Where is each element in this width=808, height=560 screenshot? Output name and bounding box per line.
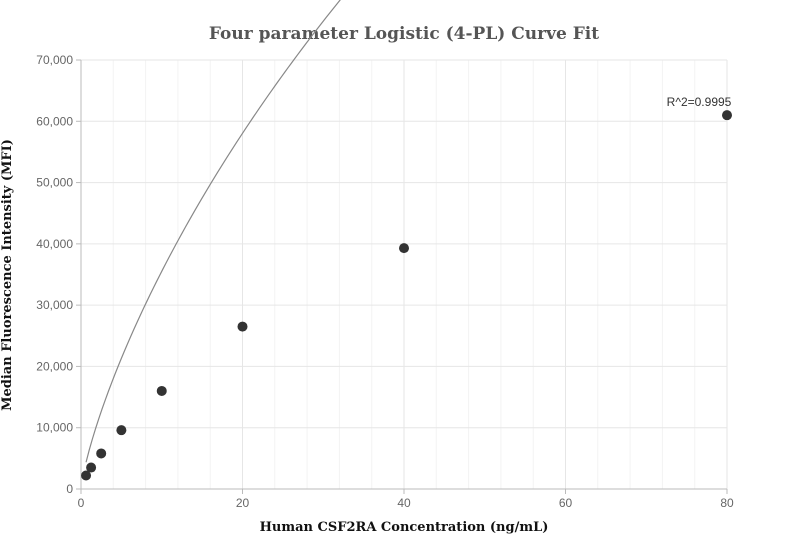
- x-tick-label: 40: [397, 496, 411, 510]
- y-tick-label: 20,000: [36, 359, 73, 373]
- data-point: [116, 425, 127, 436]
- data-point: [722, 110, 732, 121]
- x-tick-label: 60: [559, 496, 573, 510]
- y-axis-title: Median Fluorescence Intensity (MFI): [0, 139, 15, 411]
- y-tick-label: 10,000: [36, 421, 73, 435]
- y-tick-label: 60,000: [36, 114, 73, 128]
- data-point: [399, 243, 409, 254]
- data-point: [86, 462, 97, 473]
- fit-curve: [85, 0, 341, 463]
- r-squared-annotation: R^2=0.9995: [667, 95, 732, 109]
- y-tick-label: 0: [66, 482, 73, 496]
- x-tick-label: 80: [720, 496, 734, 510]
- y-tick-label: 50,000: [36, 176, 73, 190]
- data-point: [156, 385, 167, 396]
- x-tick-label: 20: [236, 496, 250, 510]
- y-tick-label: 30,000: [36, 298, 73, 312]
- data-point: [96, 448, 107, 459]
- data-point: [237, 321, 248, 332]
- x-axis-title: Human CSF2RA Concentration (ng/mL): [260, 520, 549, 535]
- y-tick-label: 40,000: [36, 237, 73, 251]
- x-tick-label: 0: [78, 496, 85, 510]
- data-point: [81, 470, 92, 481]
- data-points: [81, 110, 732, 481]
- tick-labels: 0 10,000 20,000 30,000 40,000 50,000 60,000 70,…: [36, 53, 734, 510]
- axes: [76, 59, 728, 494]
- y-tick-label: 70,000: [36, 53, 73, 67]
- chart-title: Four parameter Logistic (4-PL) Curve Fit: [209, 24, 599, 44]
- grid: [80, 59, 728, 490]
